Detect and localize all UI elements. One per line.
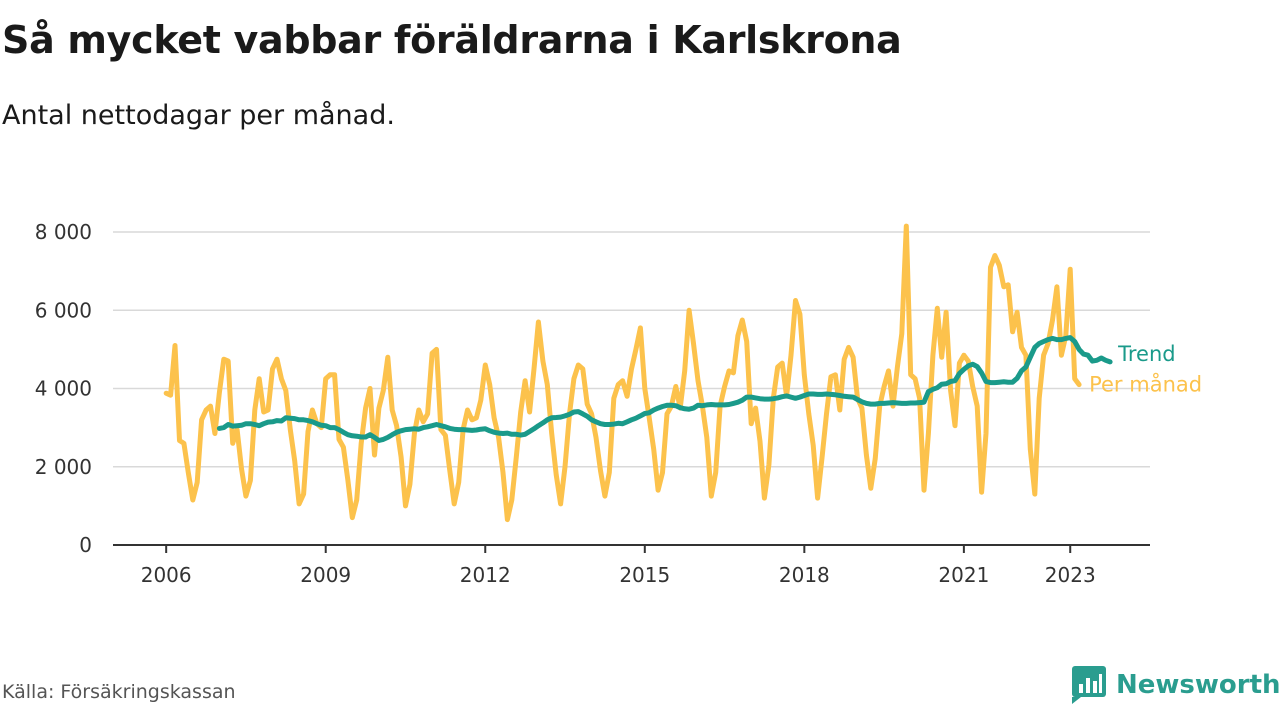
x-tick-label: 2006 [141, 563, 192, 587]
series-label-per-manad: Per månad [1089, 372, 1202, 397]
y-tick-label: 6 000 [35, 298, 92, 322]
y-tick-label: 8 000 [35, 220, 92, 244]
brand: Newsworthy [1072, 664, 1280, 706]
newsworthy-logo-icon [1072, 666, 1106, 704]
x-tick-label: 2023 [1045, 563, 1096, 587]
x-tick-label: 2015 [619, 563, 670, 587]
x-tick-label: 2012 [460, 563, 511, 587]
brand-name: Newsworthy [1116, 670, 1280, 700]
source-note: Källa: Försäkringskassan [2, 681, 236, 703]
chart-subtitle: Antal nettodagar per månad. [2, 100, 395, 131]
series-label-trend: Trend [1117, 342, 1175, 366]
y-tick-label: 4 000 [35, 377, 92, 401]
x-tick-label: 2009 [300, 563, 351, 587]
y-tick-label: 2 000 [35, 455, 92, 479]
x-tick-label: 2018 [779, 563, 830, 587]
x-tick-label: 2021 [938, 563, 989, 587]
y-tick-label: 0 [79, 533, 92, 557]
series-line-per-manad [163, 223, 1082, 523]
series-line-trend [216, 335, 1113, 443]
chart-title: Så mycket vabbar föräldrarna i Karlskron… [2, 18, 902, 62]
